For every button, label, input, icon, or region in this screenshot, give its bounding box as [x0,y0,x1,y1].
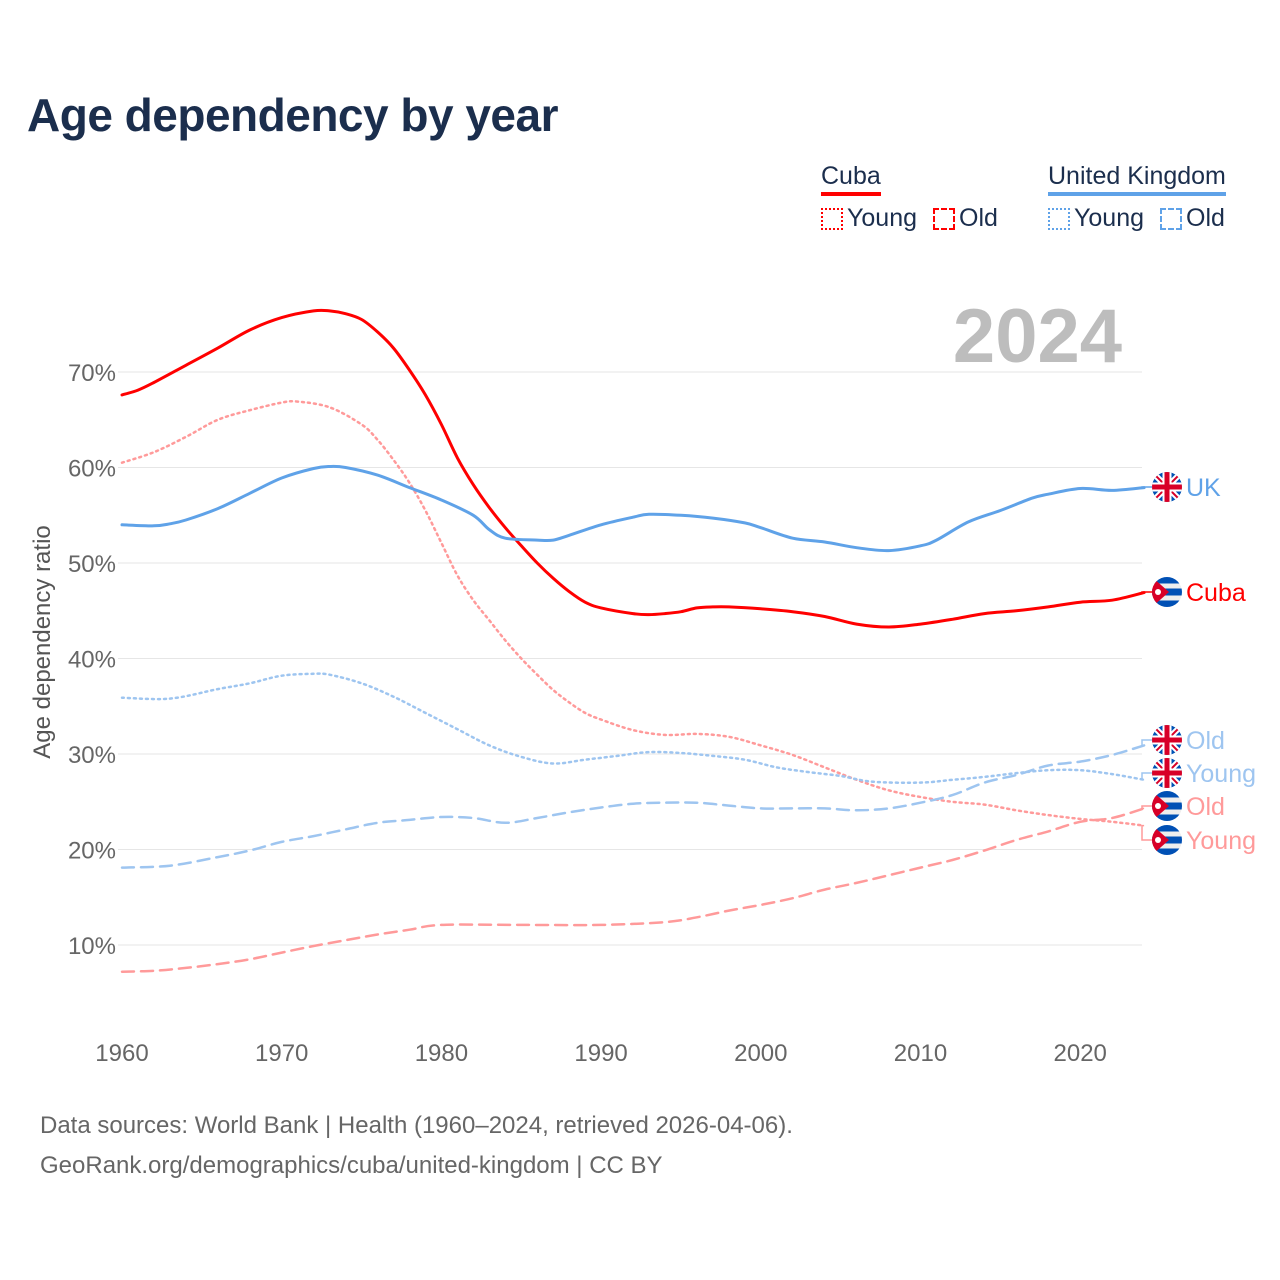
end-label-united-kingdom-old: Old [1186,727,1225,755]
legend-item-cuba-old[interactable]: Old [933,204,998,233]
x-tick-label: 2010 [894,1040,947,1067]
label-connector [1141,739,1152,747]
y-tick-label: 50% [68,551,116,578]
cuba-flag-icon [1152,825,1182,855]
y-tick-label: 70% [68,360,116,387]
series-line-cuba-old [120,807,1146,973]
year-watermark: 2024 [953,294,1122,379]
legend-item-uk-old[interactable]: Old [1160,204,1225,233]
x-tick-label: 2000 [734,1040,787,1067]
label-connector [1141,772,1152,781]
end-label-cuba-old: Old [1186,793,1225,821]
dashed-swatch-icon [933,207,955,230]
cuba-flag-icon [1152,577,1182,607]
legend-united-kingdom[interactable]: United Kingdom Young Old [1048,162,1226,233]
x-tick-label: 1980 [415,1040,468,1067]
series-line-cuba [120,308,1146,629]
uk-flag-icon [1152,725,1182,755]
y-tick-label: 30% [68,742,116,769]
series-line-united-kingdom [120,464,1146,553]
end-label-cuba-young: Young [1186,827,1256,855]
chart-title: Age dependency by year [27,89,558,141]
source-link[interactable]: GeoRank.org/demographics/cuba/united-kin… [40,1152,663,1179]
legend-country-name: Cuba [821,162,881,196]
y-axis-label: Age dependency ratio [29,525,56,759]
series-line-united-kingdom-young [120,672,1146,784]
legend-item-uk-young[interactable]: Young [1048,204,1144,233]
end-label-cuba: Cuba [1186,579,1246,607]
label-connector [1141,591,1152,594]
dotted-swatch-icon [821,207,843,230]
legend-label: Young [1074,204,1144,232]
dotted-swatch-icon [1048,207,1070,230]
label-connector [1141,805,1152,810]
legend-country-name: United Kingdom [1048,162,1226,196]
source-note: Data sources: World Bank | Health (1960–… [40,1106,793,1186]
legend-label: Young [847,204,917,232]
label-connector [1141,824,1152,841]
y-tick-label: 10% [68,933,116,960]
cuba-flag-icon [1152,791,1182,821]
y-tick-label: 40% [68,647,116,674]
source-line: Data sources: World Bank | Health (1960–… [40,1112,793,1139]
legend-label: Old [959,204,998,232]
label-connector [1141,486,1152,489]
series-line-united-kingdom-old [120,744,1146,869]
x-tick-label: 2020 [1054,1040,1107,1067]
legend-cuba[interactable]: Cuba Young Old [821,162,998,233]
dashed-swatch-icon [1160,207,1182,230]
uk-flag-icon [1152,758,1182,788]
legend-label: Old [1186,204,1225,232]
x-tick-label: 1990 [574,1040,627,1067]
series-line-cuba-young [120,399,1146,827]
uk-flag-icon [1152,472,1182,502]
x-tick-label: 1970 [255,1040,308,1067]
y-tick-label: 60% [68,456,116,483]
x-tick-label: 1960 [95,1040,148,1067]
end-label-united-kingdom-young: Young [1186,760,1256,788]
y-tick-label: 20% [68,838,116,865]
legend-item-cuba-young[interactable]: Young [821,204,917,233]
end-label-united-kingdom: UK [1186,474,1221,502]
